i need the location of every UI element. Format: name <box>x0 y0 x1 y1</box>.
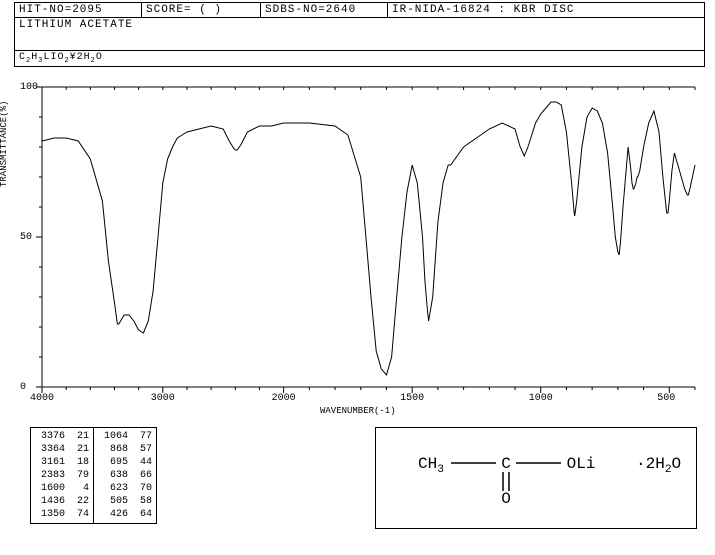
header-row-3: C2H3LIO2¥2H2O <box>14 50 705 67</box>
peak-row: 426 64 <box>98 508 152 521</box>
header-row-2: LITHIUM ACETATE <box>14 17 705 50</box>
svg-text:·2H2O: ·2H2O <box>636 455 681 476</box>
svg-text:OLi: OLi <box>567 455 596 473</box>
x-tick-label: 4000 <box>30 393 54 404</box>
peak-table: 3376 21 3364 21 3161 18 2383 79 1600 4 1… <box>30 427 157 524</box>
peak-table-col-1: 3376 21 3364 21 3161 18 2383 79 1600 4 1… <box>31 428 93 523</box>
score-cell: SCORE= ( ) <box>142 2 261 17</box>
chart-svg <box>30 82 700 402</box>
ir-info-cell: IR-NIDA-16824 : KBR DISC <box>388 2 705 17</box>
x-tick-label: 3000 <box>151 393 175 404</box>
x-axis-label: WAVENUMBER(-1) <box>320 406 396 416</box>
x-tick-label: 500 <box>657 393 675 404</box>
peak-row: 1600 4 <box>35 482 89 495</box>
structure-svg: CH3 C OLi ·2H2O O <box>376 428 696 528</box>
peak-row: 868 57 <box>98 443 152 456</box>
y-tick-label: 50 <box>20 232 32 243</box>
compound-cell: LITHIUM ACETATE <box>15 17 705 50</box>
y-tick-label: 100 <box>20 82 38 93</box>
spectrum-chart <box>30 82 700 402</box>
peak-row: 505 58 <box>98 495 152 508</box>
peak-row: 638 66 <box>98 469 152 482</box>
peak-row: 623 70 <box>98 482 152 495</box>
peak-table-col-2: 1064 77 868 57 695 44 638 66 623 70 505 … <box>93 428 156 523</box>
peak-row: 1436 22 <box>35 495 89 508</box>
peak-row: 2383 79 <box>35 469 89 482</box>
peak-row: 3161 18 <box>35 456 89 469</box>
structure-diagram: CH3 C OLi ·2H2O O <box>375 427 697 529</box>
hit-no-cell: HIT-NO=2095 <box>15 2 142 17</box>
svg-text:C: C <box>501 455 511 473</box>
svg-text:CH3: CH3 <box>418 455 444 476</box>
sdbs-no-cell: SDBS-NO=2640 <box>261 2 388 17</box>
x-tick-label: 1500 <box>400 393 424 404</box>
y-tick-label: 0 <box>20 382 26 393</box>
x-tick-label: 2000 <box>272 393 296 404</box>
peak-row: 695 44 <box>98 456 152 469</box>
header-row-1: HIT-NO=2095 SCORE= ( ) SDBS-NO=2640 IR-N… <box>14 2 705 17</box>
peak-row: 3364 21 <box>35 443 89 456</box>
y-axis-label: TRANSMITTANCE(%) <box>0 101 9 187</box>
svg-text:O: O <box>501 490 511 508</box>
peak-row: 1350 74 <box>35 508 89 521</box>
x-tick-label: 1000 <box>529 393 553 404</box>
peak-row: 3376 21 <box>35 430 89 443</box>
formula-cell: C2H3LIO2¥2H2O <box>15 50 705 67</box>
peak-row: 1064 77 <box>98 430 152 443</box>
